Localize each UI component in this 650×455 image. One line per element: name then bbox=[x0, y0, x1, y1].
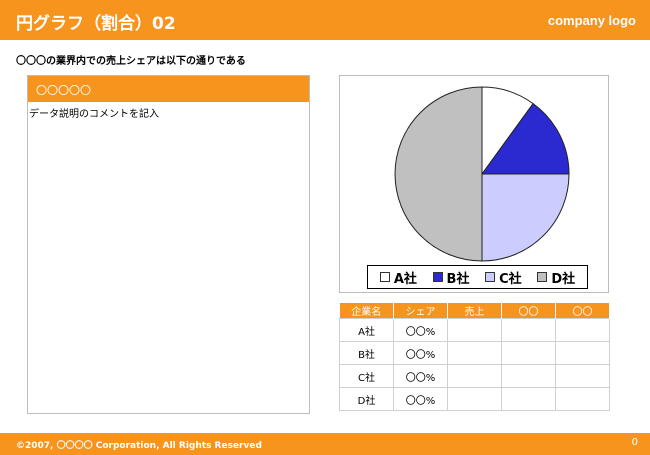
comment-panel-heading: 〇〇〇〇〇 bbox=[36, 84, 91, 97]
table-cell: D社 bbox=[339, 387, 394, 411]
header-extra-1: 〇〇 bbox=[501, 303, 556, 319]
comment-text: データ説明のコメントを記入 bbox=[29, 109, 159, 120]
comment-panel: 〇〇〇〇〇 データ説明のコメントを記入 bbox=[27, 75, 310, 414]
table-row: A社 〇〇% bbox=[339, 318, 610, 342]
chart-legend: A社 B社 C社 D社 bbox=[367, 265, 588, 289]
legend-swatch-d bbox=[537, 272, 548, 282]
pie-chart bbox=[394, 86, 570, 262]
chart-panel: A社 B社 C社 D社 bbox=[339, 75, 609, 293]
header-share: シェア bbox=[393, 303, 448, 319]
table-cell bbox=[555, 341, 610, 365]
table-cell: 〇〇% bbox=[393, 364, 448, 388]
legend-item: A社 bbox=[379, 268, 417, 287]
comment-panel-header: 〇〇〇〇〇 bbox=[28, 76, 309, 102]
table-cell bbox=[447, 387, 502, 411]
table-row: C社 〇〇% bbox=[339, 364, 610, 388]
header-bar: 円グラフ（割合）02 company logo bbox=[0, 0, 650, 40]
legend-label-d: D社 bbox=[551, 271, 576, 287]
share-table: 企業名 シェア 売上 〇〇 〇〇 A社 〇〇% B社 〇〇% C社 〇〇% bbox=[339, 303, 610, 411]
company-logo: company logo bbox=[547, 13, 636, 28]
legend-label-c: C社 bbox=[499, 271, 522, 287]
table-row: B社 〇〇% bbox=[339, 341, 610, 365]
table-cell: B社 bbox=[339, 341, 394, 365]
legend-item: D社 bbox=[537, 268, 575, 287]
table-cell bbox=[501, 387, 556, 411]
pie-slice-4 bbox=[394, 86, 483, 262]
legend-label-a: A社 bbox=[393, 271, 417, 287]
legend-swatch-b bbox=[432, 272, 443, 282]
legend-item: B社 bbox=[432, 268, 470, 287]
table-cell bbox=[555, 364, 610, 388]
table-cell: 〇〇% bbox=[393, 318, 448, 342]
table-header-row: 企業名 シェア 売上 〇〇 〇〇 bbox=[339, 303, 610, 319]
table-cell bbox=[447, 318, 502, 342]
table-row: D社 〇〇% bbox=[339, 387, 610, 411]
legend-swatch-c bbox=[485, 272, 496, 282]
header-company: 企業名 bbox=[339, 303, 394, 319]
copyright-text: ©2007, 〇〇〇〇 Corporation, All Rights Rese… bbox=[16, 441, 262, 451]
table-cell bbox=[555, 318, 610, 342]
intro-text: 〇〇〇の業界内での売上シェアは以下の通りである bbox=[16, 56, 246, 67]
footer-bar: ©2007, 〇〇〇〇 Corporation, All Rights Rese… bbox=[0, 433, 650, 455]
table-cell: C社 bbox=[339, 364, 394, 388]
pie-slice-2 bbox=[481, 102, 570, 175]
page-title: 円グラフ（割合）02 bbox=[16, 14, 176, 34]
table-cell bbox=[555, 387, 610, 411]
table-cell bbox=[447, 364, 502, 388]
table-cell bbox=[447, 341, 502, 365]
legend-label-b: B社 bbox=[446, 271, 470, 287]
table-cell: 〇〇% bbox=[393, 341, 448, 365]
header-sales: 売上 bbox=[447, 303, 502, 319]
table-cell bbox=[501, 318, 556, 342]
pie-slice-3 bbox=[481, 173, 570, 262]
table-cell bbox=[501, 341, 556, 365]
legend-swatch-a bbox=[379, 272, 390, 282]
legend-item: C社 bbox=[485, 268, 522, 287]
table-cell: A社 bbox=[339, 318, 394, 342]
header-extra-2: 〇〇 bbox=[555, 303, 610, 319]
table-cell: 〇〇% bbox=[393, 387, 448, 411]
table-cell bbox=[501, 364, 556, 388]
page-number: 0 bbox=[631, 437, 638, 448]
